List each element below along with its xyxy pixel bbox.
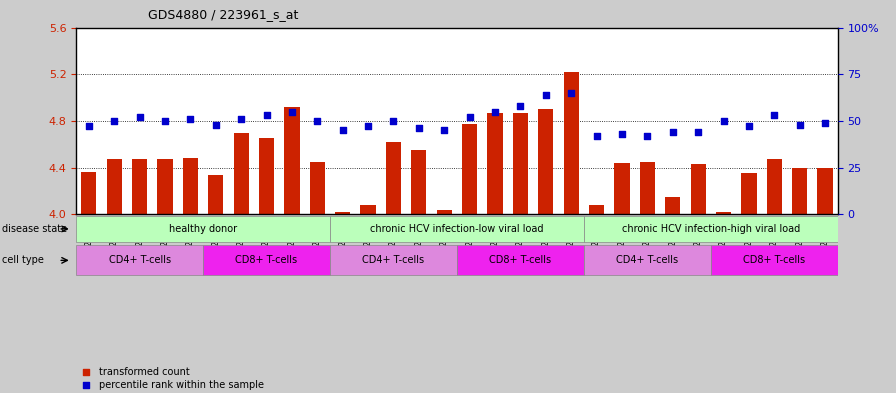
- Legend: transformed count, percentile rank within the sample: transformed count, percentile rank withi…: [81, 367, 263, 390]
- Bar: [711, 245, 838, 275]
- Bar: [640, 162, 655, 214]
- Point: [767, 112, 781, 118]
- Text: GDS4880 / 223961_s_at: GDS4880 / 223961_s_at: [148, 8, 298, 21]
- Point: [818, 119, 832, 126]
- Point: [513, 103, 528, 109]
- Bar: [462, 124, 478, 214]
- Bar: [259, 138, 274, 214]
- Bar: [615, 163, 630, 214]
- Bar: [284, 107, 299, 214]
- Text: chronic HCV infection-low viral load: chronic HCV infection-low viral load: [370, 224, 544, 234]
- Point: [412, 125, 426, 132]
- Point: [361, 123, 375, 130]
- Bar: [234, 132, 249, 214]
- Bar: [564, 72, 579, 214]
- Bar: [203, 245, 330, 275]
- Bar: [183, 158, 198, 214]
- Bar: [107, 159, 122, 214]
- Text: CD4+ T-cells: CD4+ T-cells: [616, 255, 678, 265]
- Point: [641, 133, 655, 139]
- Point: [209, 121, 223, 128]
- Bar: [335, 212, 350, 214]
- Bar: [330, 216, 584, 242]
- Point: [615, 131, 629, 137]
- Bar: [330, 245, 457, 275]
- Bar: [208, 174, 223, 214]
- Text: CD4+ T-cells: CD4+ T-cells: [108, 255, 171, 265]
- Text: CD8+ T-cells: CD8+ T-cells: [236, 255, 297, 265]
- Text: CD4+ T-cells: CD4+ T-cells: [362, 255, 425, 265]
- Bar: [82, 172, 97, 214]
- Bar: [691, 164, 706, 214]
- Bar: [817, 167, 832, 214]
- Bar: [767, 159, 782, 214]
- Bar: [584, 245, 711, 275]
- Bar: [132, 159, 147, 214]
- Point: [691, 129, 705, 135]
- Text: healthy donor: healthy donor: [169, 224, 237, 234]
- Point: [793, 121, 807, 128]
- Text: chronic HCV infection-high viral load: chronic HCV infection-high viral load: [622, 224, 800, 234]
- Text: CD8+ T-cells: CD8+ T-cells: [489, 255, 552, 265]
- Point: [335, 127, 349, 133]
- Point: [462, 114, 477, 120]
- Bar: [513, 113, 528, 214]
- Point: [234, 116, 248, 122]
- Bar: [538, 109, 554, 214]
- Text: CD8+ T-cells: CD8+ T-cells: [743, 255, 806, 265]
- Bar: [436, 209, 452, 214]
- Point: [285, 108, 299, 115]
- Bar: [741, 173, 756, 214]
- Bar: [411, 150, 426, 214]
- Bar: [487, 113, 503, 214]
- Point: [184, 116, 198, 122]
- Bar: [792, 167, 807, 214]
- Bar: [76, 245, 203, 275]
- Text: cell type: cell type: [2, 255, 44, 265]
- Text: disease state: disease state: [2, 224, 67, 234]
- Point: [260, 112, 274, 118]
- Bar: [716, 212, 731, 214]
- Bar: [158, 159, 173, 214]
- Bar: [310, 162, 325, 214]
- Bar: [76, 216, 330, 242]
- Point: [158, 118, 172, 124]
- Point: [666, 129, 680, 135]
- Bar: [584, 216, 838, 242]
- Point: [538, 92, 553, 98]
- Point: [488, 108, 503, 115]
- Point: [564, 90, 579, 96]
- Point: [386, 118, 401, 124]
- Point: [717, 118, 731, 124]
- Bar: [457, 245, 584, 275]
- Bar: [360, 205, 375, 214]
- Point: [108, 118, 122, 124]
- Point: [133, 114, 147, 120]
- Point: [82, 123, 96, 130]
- Bar: [386, 142, 401, 214]
- Point: [310, 118, 324, 124]
- Point: [742, 123, 756, 130]
- Bar: [665, 196, 680, 214]
- Point: [437, 127, 452, 133]
- Bar: [589, 205, 604, 214]
- Point: [590, 133, 604, 139]
